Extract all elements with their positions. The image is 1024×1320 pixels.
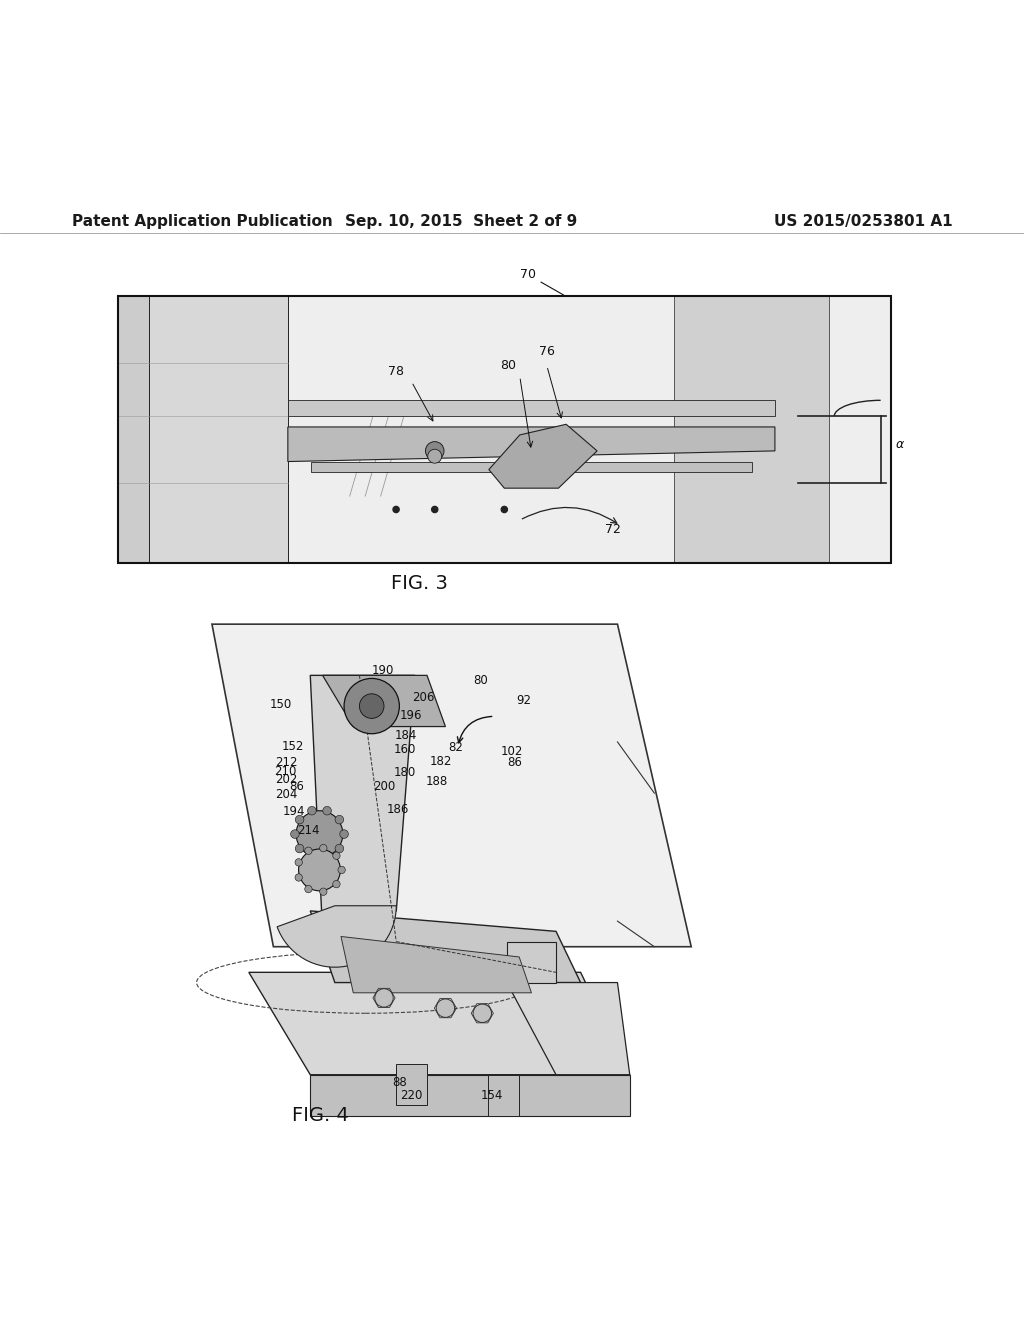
Text: 186: 186 xyxy=(387,803,410,816)
Text: 70: 70 xyxy=(520,268,564,296)
Circle shape xyxy=(338,866,345,874)
Text: Patent Application Publication: Patent Application Publication xyxy=(72,214,333,230)
Polygon shape xyxy=(148,297,288,562)
Circle shape xyxy=(295,874,302,882)
Circle shape xyxy=(436,999,455,1018)
Text: 154: 154 xyxy=(480,1089,503,1102)
Circle shape xyxy=(296,810,343,858)
Text: 72: 72 xyxy=(605,524,621,536)
Circle shape xyxy=(323,853,332,862)
Text: 212: 212 xyxy=(275,756,298,768)
Text: 102: 102 xyxy=(501,744,523,758)
Circle shape xyxy=(425,442,444,461)
Circle shape xyxy=(305,847,312,854)
Text: α: α xyxy=(896,438,904,451)
Polygon shape xyxy=(288,426,775,462)
Circle shape xyxy=(432,507,438,512)
Polygon shape xyxy=(310,1074,630,1115)
Text: 82: 82 xyxy=(449,741,464,754)
Circle shape xyxy=(335,845,344,853)
Text: 80: 80 xyxy=(500,359,516,372)
Circle shape xyxy=(319,888,327,895)
Text: 188: 188 xyxy=(426,775,449,788)
Text: 180: 180 xyxy=(393,766,416,779)
Polygon shape xyxy=(118,297,172,562)
Circle shape xyxy=(340,830,348,838)
Circle shape xyxy=(335,816,344,824)
Text: FIG. 4: FIG. 4 xyxy=(292,1106,349,1125)
Text: 150: 150 xyxy=(269,698,292,711)
Circle shape xyxy=(473,1005,492,1023)
Polygon shape xyxy=(396,1064,427,1105)
Text: 86: 86 xyxy=(289,780,304,793)
Polygon shape xyxy=(341,936,531,993)
Text: 80: 80 xyxy=(473,675,487,686)
Polygon shape xyxy=(212,624,691,946)
Text: 210: 210 xyxy=(274,764,297,777)
Circle shape xyxy=(295,816,304,824)
Circle shape xyxy=(428,449,441,463)
Polygon shape xyxy=(311,462,752,473)
Text: 190: 190 xyxy=(372,664,394,677)
Circle shape xyxy=(295,845,304,853)
Text: 194: 194 xyxy=(283,804,305,817)
Text: 200: 200 xyxy=(373,780,395,793)
Text: 214: 214 xyxy=(297,824,319,837)
Bar xyxy=(118,297,891,562)
Text: Sep. 10, 2015  Sheet 2 of 9: Sep. 10, 2015 Sheet 2 of 9 xyxy=(345,214,577,230)
Text: 202: 202 xyxy=(275,772,298,785)
Text: 204: 204 xyxy=(275,788,298,801)
Text: 78: 78 xyxy=(388,364,404,378)
Circle shape xyxy=(307,853,316,862)
Circle shape xyxy=(359,694,384,718)
Polygon shape xyxy=(507,941,556,982)
Text: 86: 86 xyxy=(507,756,522,768)
Polygon shape xyxy=(488,1074,519,1115)
Polygon shape xyxy=(288,400,775,416)
Text: 88: 88 xyxy=(392,1076,407,1089)
Circle shape xyxy=(393,507,399,512)
Circle shape xyxy=(307,807,316,814)
Circle shape xyxy=(333,880,340,888)
Circle shape xyxy=(295,859,302,866)
Wedge shape xyxy=(278,906,396,968)
Text: 182: 182 xyxy=(430,755,453,768)
Circle shape xyxy=(375,989,393,1007)
Circle shape xyxy=(323,807,332,814)
Polygon shape xyxy=(323,676,445,726)
Circle shape xyxy=(291,830,299,838)
Text: 206: 206 xyxy=(412,690,434,704)
Polygon shape xyxy=(488,424,597,488)
Text: 152: 152 xyxy=(282,739,304,752)
Text: 92: 92 xyxy=(516,694,531,708)
Circle shape xyxy=(333,851,340,859)
Text: 196: 196 xyxy=(399,709,422,722)
Text: 184: 184 xyxy=(395,729,418,742)
Bar xyxy=(118,297,891,562)
Circle shape xyxy=(319,845,327,851)
Text: US 2015/0253801 A1: US 2015/0253801 A1 xyxy=(774,214,952,230)
Polygon shape xyxy=(507,982,630,1074)
Text: 76: 76 xyxy=(539,345,555,358)
Polygon shape xyxy=(249,973,630,1074)
Polygon shape xyxy=(310,676,415,932)
Circle shape xyxy=(299,849,340,891)
Circle shape xyxy=(501,507,508,512)
Circle shape xyxy=(344,678,399,734)
Polygon shape xyxy=(675,297,829,562)
Polygon shape xyxy=(310,911,581,982)
Text: FIG. 3: FIG. 3 xyxy=(391,574,449,593)
Text: 220: 220 xyxy=(400,1089,423,1102)
Circle shape xyxy=(305,886,312,892)
Text: 160: 160 xyxy=(393,743,416,756)
